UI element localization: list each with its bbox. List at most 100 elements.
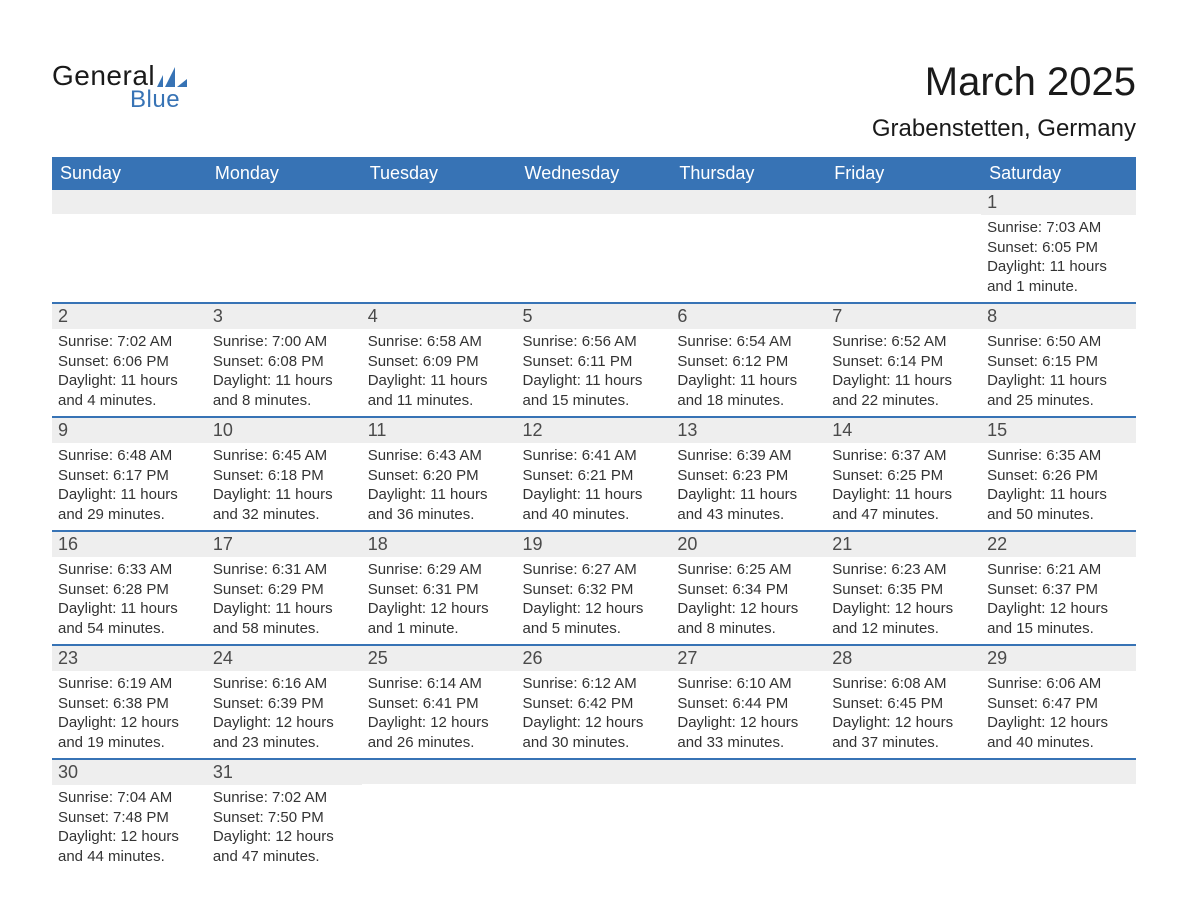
daylight-text: Daylight: 12 hours and 8 minutes. (677, 599, 820, 638)
day-number (517, 760, 672, 784)
sunrise-text: Sunrise: 6:27 AM (523, 560, 666, 580)
calendar-cell (52, 190, 207, 303)
day-number: 18 (362, 532, 517, 557)
day-number: 27 (671, 646, 826, 671)
day-number: 24 (207, 646, 362, 671)
day-number: 25 (362, 646, 517, 671)
day-number (671, 760, 826, 784)
sunset-text: Sunset: 6:08 PM (213, 352, 356, 372)
day-details (826, 784, 981, 854)
title-block: March 2025 Grabenstetten, Germany (872, 60, 1136, 143)
day-number: 14 (826, 418, 981, 443)
day-details: Sunrise: 6:16 AMSunset: 6:39 PMDaylight:… (207, 671, 362, 758)
calendar-cell: 2Sunrise: 7:02 AMSunset: 6:06 PMDaylight… (52, 303, 207, 417)
daylight-text: Daylight: 11 hours and 4 minutes. (58, 371, 201, 410)
calendar-cell (671, 190, 826, 303)
sunrise-text: Sunrise: 7:00 AM (213, 332, 356, 352)
calendar-table: Sunday Monday Tuesday Wednesday Thursday… (52, 157, 1136, 872)
day-details: Sunrise: 6:31 AMSunset: 6:29 PMDaylight:… (207, 557, 362, 644)
daylight-text: Daylight: 12 hours and 5 minutes. (523, 599, 666, 638)
sunrise-text: Sunrise: 6:58 AM (368, 332, 511, 352)
day-details: Sunrise: 6:27 AMSunset: 6:32 PMDaylight:… (517, 557, 672, 644)
calendar-cell: 7Sunrise: 6:52 AMSunset: 6:14 PMDaylight… (826, 303, 981, 417)
daylight-text: Daylight: 12 hours and 33 minutes. (677, 713, 820, 752)
day-details: Sunrise: 6:12 AMSunset: 6:42 PMDaylight:… (517, 671, 672, 758)
calendar-week-row: 9Sunrise: 6:48 AMSunset: 6:17 PMDaylight… (52, 417, 1136, 531)
col-wednesday: Wednesday (517, 157, 672, 190)
day-number (826, 190, 981, 214)
calendar-cell: 6Sunrise: 6:54 AMSunset: 6:12 PMDaylight… (671, 303, 826, 417)
day-details: Sunrise: 6:35 AMSunset: 6:26 PMDaylight:… (981, 443, 1136, 530)
month-title: March 2025 (872, 60, 1136, 105)
daylight-text: Daylight: 11 hours and 11 minutes. (368, 371, 511, 410)
sunrise-text: Sunrise: 7:02 AM (58, 332, 201, 352)
daylight-text: Daylight: 11 hours and 8 minutes. (213, 371, 356, 410)
sunset-text: Sunset: 6:09 PM (368, 352, 511, 372)
day-details: Sunrise: 6:58 AMSunset: 6:09 PMDaylight:… (362, 329, 517, 416)
calendar-week-row: 1Sunrise: 7:03 AMSunset: 6:05 PMDaylight… (52, 190, 1136, 303)
calendar-cell (981, 759, 1136, 872)
day-number (671, 190, 826, 214)
day-details: Sunrise: 7:03 AMSunset: 6:05 PMDaylight:… (981, 215, 1136, 302)
day-details: Sunrise: 6:50 AMSunset: 6:15 PMDaylight:… (981, 329, 1136, 416)
day-details (671, 214, 826, 284)
sunrise-text: Sunrise: 6:21 AM (987, 560, 1130, 580)
calendar-cell: 30Sunrise: 7:04 AMSunset: 7:48 PMDayligh… (52, 759, 207, 872)
day-number: 23 (52, 646, 207, 671)
sunset-text: Sunset: 6:38 PM (58, 694, 201, 714)
daylight-text: Daylight: 11 hours and 36 minutes. (368, 485, 511, 524)
day-number: 2 (52, 304, 207, 329)
calendar-cell (207, 190, 362, 303)
day-details: Sunrise: 6:52 AMSunset: 6:14 PMDaylight:… (826, 329, 981, 416)
calendar-cell: 18Sunrise: 6:29 AMSunset: 6:31 PMDayligh… (362, 531, 517, 645)
day-number: 11 (362, 418, 517, 443)
calendar-cell: 23Sunrise: 6:19 AMSunset: 6:38 PMDayligh… (52, 645, 207, 759)
daylight-text: Daylight: 12 hours and 44 minutes. (58, 827, 201, 866)
calendar-cell: 9Sunrise: 6:48 AMSunset: 6:17 PMDaylight… (52, 417, 207, 531)
day-number (362, 760, 517, 784)
sunrise-text: Sunrise: 6:41 AM (523, 446, 666, 466)
day-number: 20 (671, 532, 826, 557)
sunrise-text: Sunrise: 6:37 AM (832, 446, 975, 466)
sunset-text: Sunset: 6:39 PM (213, 694, 356, 714)
day-details (517, 784, 672, 854)
calendar-cell: 19Sunrise: 6:27 AMSunset: 6:32 PMDayligh… (517, 531, 672, 645)
daylight-text: Daylight: 12 hours and 26 minutes. (368, 713, 511, 752)
sunrise-text: Sunrise: 6:16 AM (213, 674, 356, 694)
day-number: 30 (52, 760, 207, 785)
day-number: 19 (517, 532, 672, 557)
day-details: Sunrise: 6:37 AMSunset: 6:25 PMDaylight:… (826, 443, 981, 530)
daylight-text: Daylight: 12 hours and 47 minutes. (213, 827, 356, 866)
sunrise-text: Sunrise: 6:12 AM (523, 674, 666, 694)
day-details (981, 784, 1136, 854)
brand-logo: General Blue (52, 60, 187, 114)
day-number: 13 (671, 418, 826, 443)
day-details: Sunrise: 6:56 AMSunset: 6:11 PMDaylight:… (517, 329, 672, 416)
calendar-cell (362, 190, 517, 303)
day-details (52, 214, 207, 284)
calendar-week-row: 30Sunrise: 7:04 AMSunset: 7:48 PMDayligh… (52, 759, 1136, 872)
col-friday: Friday (826, 157, 981, 190)
day-details (207, 214, 362, 284)
sunrise-text: Sunrise: 6:33 AM (58, 560, 201, 580)
sunrise-text: Sunrise: 7:02 AM (213, 788, 356, 808)
day-details (362, 784, 517, 854)
sunset-text: Sunset: 7:50 PM (213, 808, 356, 828)
sunrise-text: Sunrise: 6:50 AM (987, 332, 1130, 352)
daylight-text: Daylight: 11 hours and 58 minutes. (213, 599, 356, 638)
sunset-text: Sunset: 6:20 PM (368, 466, 511, 486)
day-number (207, 190, 362, 214)
sunset-text: Sunset: 7:48 PM (58, 808, 201, 828)
day-number: 21 (826, 532, 981, 557)
sunrise-text: Sunrise: 6:23 AM (832, 560, 975, 580)
day-number: 5 (517, 304, 672, 329)
sunset-text: Sunset: 6:35 PM (832, 580, 975, 600)
calendar-week-row: 2Sunrise: 7:02 AMSunset: 6:06 PMDaylight… (52, 303, 1136, 417)
calendar-week-row: 23Sunrise: 6:19 AMSunset: 6:38 PMDayligh… (52, 645, 1136, 759)
daylight-text: Daylight: 11 hours and 22 minutes. (832, 371, 975, 410)
day-details: Sunrise: 6:19 AMSunset: 6:38 PMDaylight:… (52, 671, 207, 758)
col-monday: Monday (207, 157, 362, 190)
sunrise-text: Sunrise: 6:39 AM (677, 446, 820, 466)
day-number: 31 (207, 760, 362, 785)
day-number: 26 (517, 646, 672, 671)
